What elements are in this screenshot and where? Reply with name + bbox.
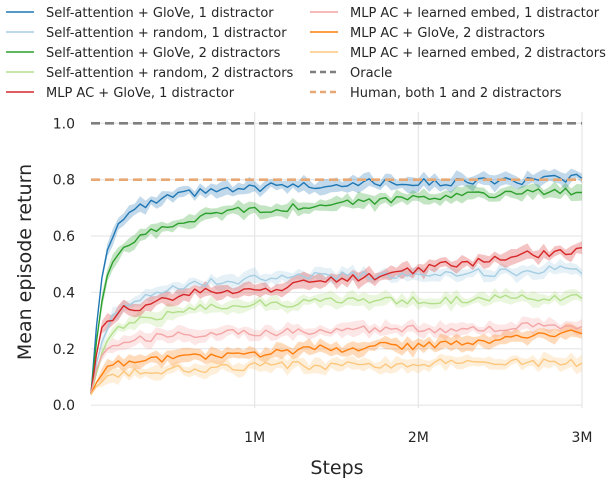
- legend-label: Self-attention + random, 1 distractor: [46, 26, 287, 41]
- series-band: [91, 316, 582, 395]
- legend-label: MLP AC + learned embed, 2 distractors: [350, 46, 606, 61]
- series-band: [91, 287, 582, 396]
- series-line: [90, 358, 583, 395]
- legend-label: MLP AC + GloVe, 1 distractor: [46, 86, 235, 101]
- legend-label: Self-attention + GloVe, 2 distractors: [46, 46, 281, 61]
- series-band: [91, 323, 582, 396]
- x-axis-title: Steps: [310, 457, 363, 478]
- legend-label: MLP AC + learned embed, 1 distractor: [350, 6, 600, 21]
- y-tick-label: 0.0: [53, 398, 75, 414]
- series-line: [90, 322, 583, 394]
- series-line: [90, 293, 583, 395]
- y-tick-label: 1.0: [53, 116, 75, 132]
- series-line: [90, 329, 583, 395]
- y-axis-title: Mean episode return: [14, 164, 36, 360]
- series-line: [90, 187, 583, 394]
- y-axis-ticks: 0.0 0.2 0.4 0.6 0.8 1.0: [53, 116, 75, 414]
- y-tick-label: 0.8: [53, 173, 75, 189]
- x-tick-label: 3M: [572, 430, 593, 446]
- legend-label: Human, both 1 and 2 distractors: [350, 86, 562, 101]
- series-line: [90, 247, 583, 394]
- y-tick-label: 0.4: [53, 285, 75, 301]
- series-band: [91, 351, 582, 396]
- y-tick-label: 0.2: [53, 342, 75, 358]
- legend-label: MLP AC + GloVe, 2 distractors: [350, 26, 545, 41]
- y-tick-label: 0.6: [53, 229, 75, 245]
- legend-label: Self-attention + random, 2 distractors: [46, 66, 294, 81]
- legend-label: Oracle: [350, 66, 392, 81]
- series-lines: [90, 122, 583, 395]
- legend: Self-attention + GloVe, 1 distractor Self…: [6, 6, 606, 101]
- x-axis-ticks: 1M 2M 3M: [244, 430, 592, 446]
- x-tick-label: 2M: [408, 430, 429, 446]
- series-band: [91, 241, 582, 395]
- x-tick-label: 1M: [244, 430, 265, 446]
- series-line: [90, 265, 583, 394]
- legend-label: Self-attention + GloVe, 1 distractor: [46, 6, 274, 21]
